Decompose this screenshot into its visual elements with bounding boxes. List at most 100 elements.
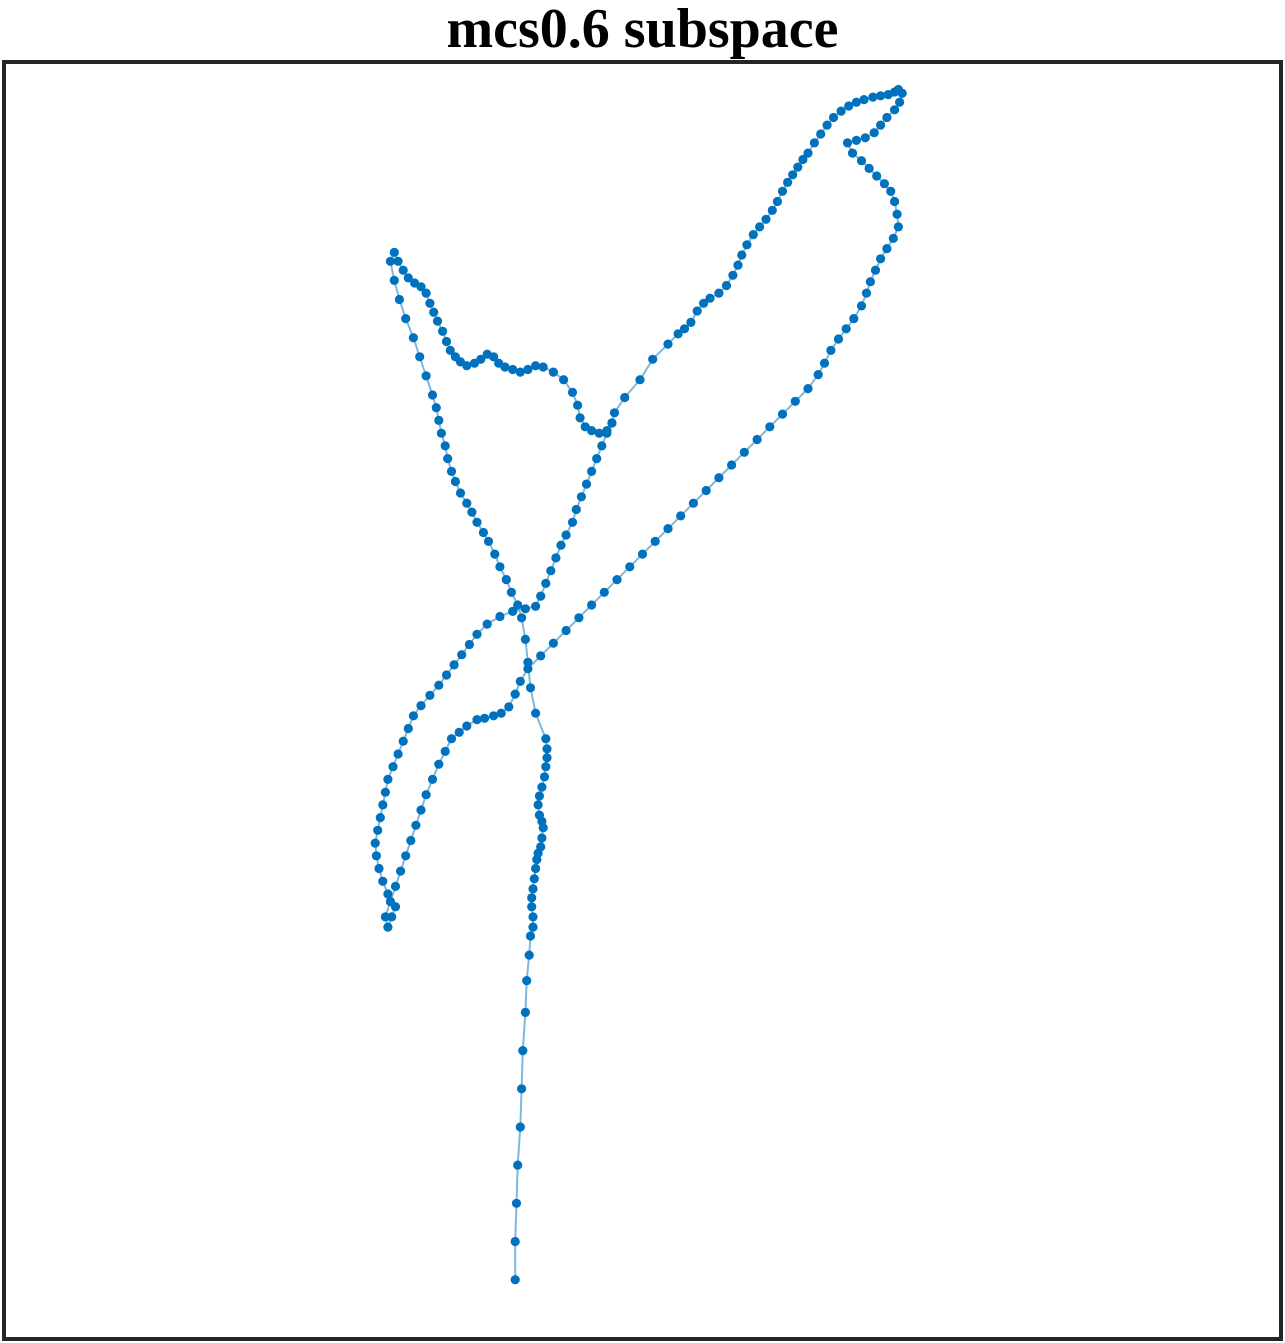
data-point: [508, 606, 518, 617]
data-point: [897, 88, 907, 98]
data-point: [443, 454, 453, 464]
data-point: [739, 447, 749, 457]
data-point: [714, 288, 724, 298]
data-point: [455, 488, 466, 498]
data-point: [663, 524, 673, 534]
data-point: [411, 820, 421, 830]
data-point: [895, 97, 905, 107]
data-point: [537, 782, 547, 792]
data-point: [388, 762, 398, 772]
data-point: [559, 375, 569, 385]
data-point: [592, 454, 602, 464]
data-point: [403, 723, 413, 734]
data-point: [648, 354, 658, 364]
data-point: [496, 708, 506, 718]
data-point: [561, 625, 571, 636]
data-point: [403, 273, 413, 283]
data-point: [836, 106, 846, 116]
data-point: [534, 791, 545, 801]
data-point: [548, 638, 559, 648]
data-point: [495, 611, 505, 622]
data-point: [650, 536, 660, 547]
data-point: [765, 422, 775, 432]
data-point: [500, 362, 510, 372]
data-point: [737, 250, 747, 260]
data-point: [542, 753, 552, 763]
data-point: [517, 1084, 527, 1094]
data-point: [406, 835, 416, 846]
data-point: [856, 301, 867, 311]
data-point: [490, 549, 500, 559]
data-point: [538, 362, 548, 372]
data-point: [587, 426, 597, 436]
data-point: [822, 120, 832, 130]
data-point: [859, 95, 869, 105]
data-point: [510, 1236, 520, 1247]
data-point: [890, 196, 900, 207]
axes-frame: [2, 60, 1283, 1341]
data-point: [679, 324, 690, 334]
data-point: [472, 517, 482, 527]
data-point: [483, 536, 494, 547]
data-point: [520, 1007, 531, 1018]
data-point: [531, 361, 541, 371]
data-point: [597, 441, 607, 451]
data-point: [528, 922, 538, 932]
data-point: [842, 138, 853, 148]
data-point: [531, 708, 541, 718]
data-point: [539, 772, 550, 782]
data-point: [594, 428, 604, 438]
data-point: [890, 105, 900, 115]
data-point: [536, 651, 546, 661]
data-point: [457, 650, 467, 660]
data-point: [445, 345, 455, 355]
data-point: [522, 976, 532, 986]
data-point: [803, 384, 813, 394]
data-point: [515, 676, 525, 687]
data-point: [401, 851, 411, 861]
data-point: [637, 549, 648, 559]
data-point: [826, 345, 836, 355]
data-point: [574, 613, 584, 623]
data-point: [387, 912, 397, 922]
data-point: [520, 634, 531, 645]
data-point: [536, 842, 546, 852]
data-point: [440, 441, 450, 451]
data-point: [476, 354, 486, 364]
data-point: [482, 619, 492, 629]
data-point: [371, 851, 381, 861]
data-point: [663, 339, 673, 349]
data-point: [531, 863, 541, 874]
data-point: [389, 275, 399, 285]
data-point: [767, 205, 777, 215]
data-point: [620, 392, 630, 403]
data-point: [798, 154, 808, 165]
data-point: [525, 683, 536, 693]
data-point: [869, 128, 879, 138]
data-point: [449, 660, 459, 670]
data-point: [416, 805, 426, 815]
data-point: [434, 759, 444, 769]
data-point: [676, 511, 686, 521]
data-point: [390, 902, 401, 912]
data-point: [607, 418, 617, 428]
data-point: [462, 498, 472, 508]
data-point: [508, 364, 518, 375]
data-point: [380, 787, 390, 797]
data-point: [882, 112, 892, 123]
data-point: [625, 562, 635, 572]
data-point: [464, 639, 474, 650]
data-point: [398, 265, 408, 275]
data-point: [472, 629, 482, 639]
data-point: [510, 1275, 520, 1285]
data-point: [478, 527, 488, 538]
data-point: [472, 715, 482, 725]
data-point: [865, 277, 876, 287]
trajectory-points: [370, 84, 907, 1285]
data-point: [394, 294, 404, 305]
data-point: [441, 336, 452, 347]
data-point: [436, 428, 446, 438]
data-point: [576, 492, 587, 502]
data-point: [524, 950, 534, 960]
data-point: [742, 240, 752, 250]
